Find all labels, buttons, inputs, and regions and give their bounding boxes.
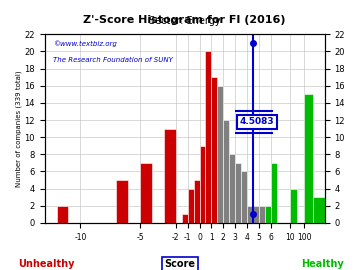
Bar: [211, 77, 217, 223]
Title: Z'-Score Histogram for FI (2016): Z'-Score Histogram for FI (2016): [84, 15, 286, 25]
Bar: [164, 129, 176, 223]
Bar: [313, 197, 325, 223]
Bar: [229, 154, 235, 223]
Text: Unhealthy: Unhealthy: [19, 259, 75, 269]
Bar: [140, 163, 152, 223]
Text: ©www.textbiz.org: ©www.textbiz.org: [53, 40, 117, 47]
Bar: [194, 180, 199, 223]
Bar: [188, 188, 194, 223]
Y-axis label: Number of companies (339 total): Number of companies (339 total): [15, 70, 22, 187]
Bar: [217, 86, 223, 223]
Bar: [116, 180, 128, 223]
Bar: [305, 94, 313, 223]
Bar: [182, 214, 188, 223]
Bar: [290, 188, 297, 223]
Bar: [199, 146, 206, 223]
Text: Sector: Energy: Sector: Energy: [149, 16, 220, 26]
Text: Healthy: Healthy: [301, 259, 343, 269]
Bar: [265, 206, 271, 223]
Bar: [223, 120, 229, 223]
Bar: [271, 163, 277, 223]
Bar: [259, 206, 265, 223]
Text: The Research Foundation of SUNY: The Research Foundation of SUNY: [53, 57, 173, 63]
Bar: [57, 206, 68, 223]
Bar: [206, 52, 211, 223]
Bar: [247, 206, 253, 223]
Bar: [241, 171, 247, 223]
Bar: [235, 163, 241, 223]
Text: 4.5083: 4.5083: [239, 117, 274, 126]
Text: Score: Score: [165, 259, 195, 269]
Bar: [253, 206, 259, 223]
